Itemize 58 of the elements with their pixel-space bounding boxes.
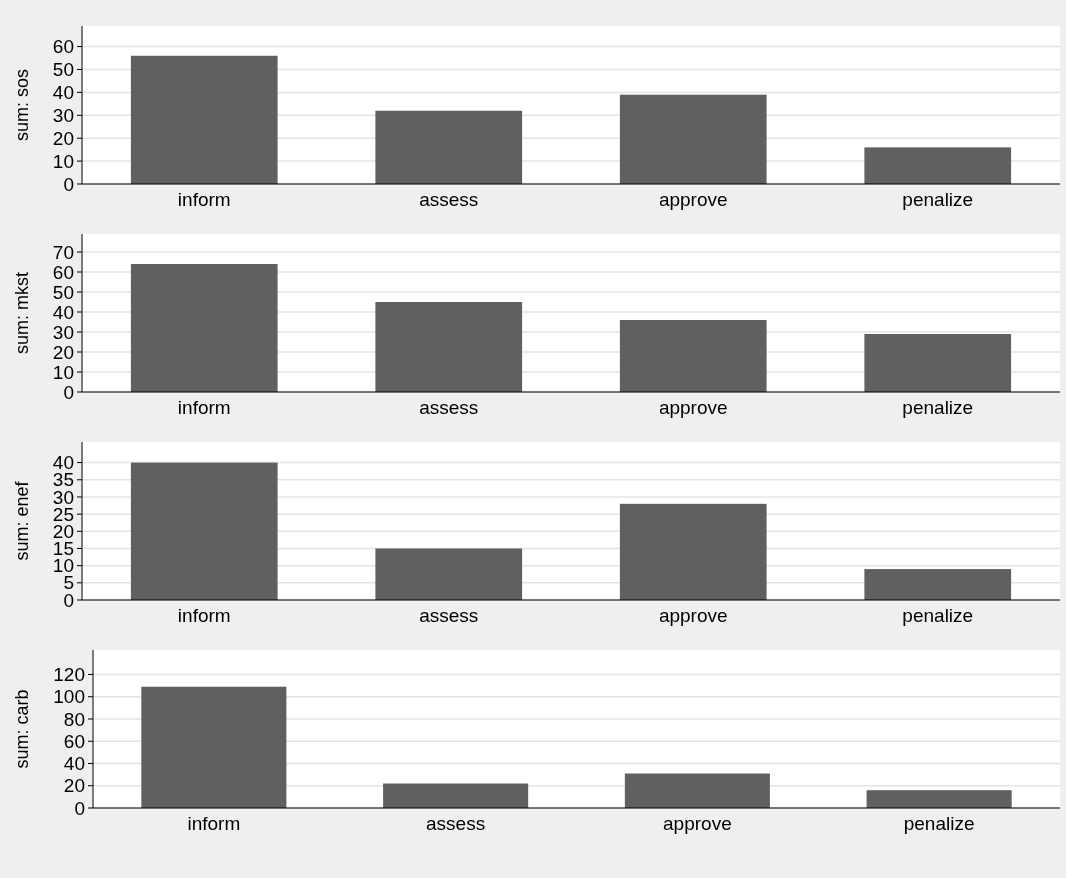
x-tick-label: assess	[419, 189, 479, 210]
y-tick-label: 50	[52, 59, 74, 81]
y-tick-label: 0	[63, 381, 74, 403]
y-tick-label: 60	[63, 730, 85, 752]
y-tick-label: 40	[63, 753, 85, 775]
bar	[619, 503, 767, 600]
bar	[864, 569, 1012, 600]
x-tick-label: inform	[177, 605, 231, 626]
bar	[130, 462, 278, 600]
bar	[141, 686, 287, 808]
x-tick-label: assess	[419, 605, 479, 626]
y-tick-label: 50	[52, 281, 74, 303]
bar	[864, 334, 1012, 392]
y-tick-label: 0	[74, 797, 85, 819]
y-axis-title: sum: enef	[12, 480, 32, 561]
bar	[624, 773, 770, 808]
y-tick-label: 20	[52, 127, 74, 149]
x-tick-label: approve	[658, 397, 728, 418]
y-tick-label: 10	[52, 150, 74, 172]
y-tick-label: 80	[63, 708, 85, 730]
bar	[375, 302, 523, 392]
y-tick-label: 120	[53, 664, 85, 686]
x-tick-label: penalize	[902, 189, 974, 210]
y-tick-label: 40	[52, 301, 74, 323]
y-tick-label: 60	[52, 261, 74, 283]
y-tick-label: 0	[63, 173, 74, 195]
x-tick-label: penalize	[903, 813, 975, 834]
y-tick-label: 30	[52, 104, 74, 126]
bar	[619, 94, 767, 184]
bar	[375, 548, 523, 600]
y-tick-label: 20	[63, 775, 85, 797]
y-tick-label: 40	[52, 82, 74, 104]
y-tick-label: 20	[52, 341, 74, 363]
y-tick-label: 60	[52, 36, 74, 58]
y-axis-title: sum: carb	[12, 689, 32, 769]
bar	[130, 55, 278, 184]
x-tick-label: penalize	[902, 605, 974, 626]
x-tick-label: approve	[658, 605, 728, 626]
x-tick-label: approve	[663, 813, 732, 834]
x-tick-label: assess	[419, 397, 479, 418]
y-tick-label: 30	[52, 321, 74, 343]
x-tick-label: penalize	[902, 397, 974, 418]
y-axis-title: sum: mkst	[12, 271, 32, 355]
x-tick-label: inform	[187, 813, 241, 834]
y-tick-label: 70	[52, 241, 74, 263]
x-tick-label: assess	[426, 813, 486, 834]
bar	[619, 320, 767, 392]
bar	[866, 790, 1012, 808]
bar	[383, 783, 529, 808]
bar	[130, 264, 278, 392]
bar	[864, 147, 1012, 184]
x-tick-label: inform	[177, 397, 231, 418]
x-tick-label: inform	[177, 189, 231, 210]
y-axis-title: sum: sos	[12, 68, 32, 142]
bar	[375, 110, 523, 184]
y-tick-label: 100	[53, 686, 85, 708]
x-tick-label: approve	[658, 189, 728, 210]
y-tick-label: 10	[52, 361, 74, 383]
